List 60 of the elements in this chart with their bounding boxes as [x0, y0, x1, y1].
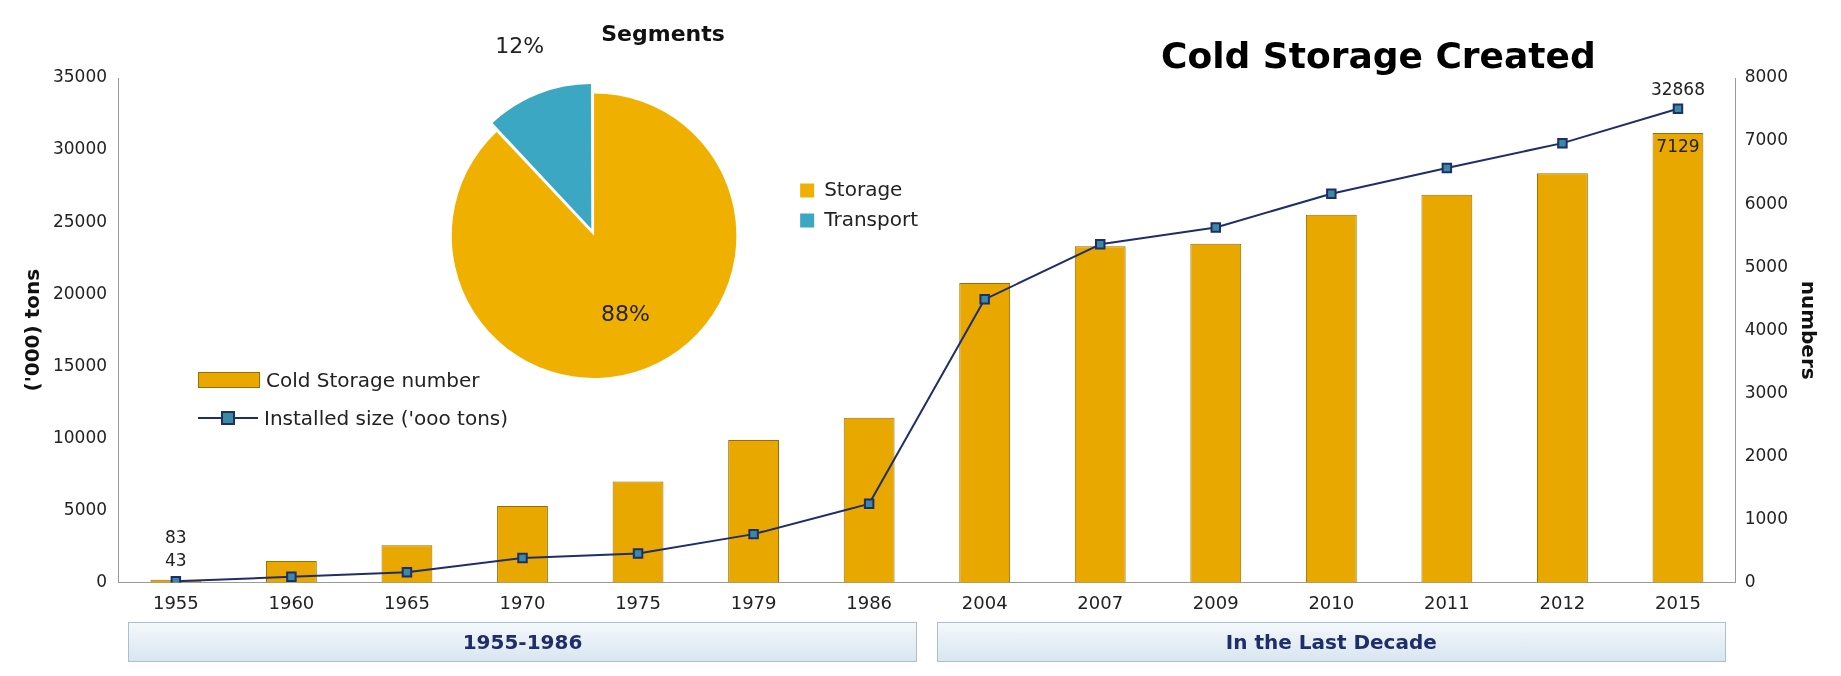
x-tick-label: 2007 [1077, 591, 1124, 613]
data-label: 43 [165, 549, 187, 570]
x-tick-label: 1970 [499, 591, 546, 613]
data-label: 88% [601, 300, 650, 326]
data-label: 83 [165, 527, 187, 548]
data-label: 7129 [1656, 135, 1700, 156]
y2-axis-title: numbers [1796, 280, 1821, 380]
y-tick-label: 20000 [52, 282, 108, 303]
y-tick-label: 30000 [52, 138, 108, 159]
x-tick-label: 2004 [961, 591, 1008, 613]
point [1557, 137, 1568, 149]
y-tick-label: 5000 [63, 498, 108, 519]
point [979, 294, 990, 305]
point [1210, 222, 1222, 233]
x-tick-label: 1986 [846, 591, 893, 613]
legend-label: Storage [824, 176, 903, 201]
y-tick-label: 35000 [52, 66, 108, 87]
chart-title: Cold Storage Created [1161, 35, 1596, 76]
x-tick-label: 2011 [1423, 591, 1470, 613]
data-label: 32868 [1650, 78, 1706, 99]
x-tick-label: 1955 [152, 591, 199, 613]
x-tick-label: 1979 [730, 591, 777, 613]
y2-tick-label: 0 [1744, 570, 1756, 591]
point [1094, 239, 1106, 250]
legend-label: Cold Storage number [266, 368, 480, 392]
text: 1955-1986 [128, 622, 917, 662]
point [748, 528, 759, 540]
point [517, 552, 528, 564]
chart-title: Segments [601, 20, 725, 46]
data-label: 12% [495, 33, 545, 59]
x-tick-label: 1960 [268, 591, 315, 613]
y2-tick-label: 4000 [1744, 318, 1788, 339]
point [863, 498, 875, 510]
legend-label: Transport [823, 206, 919, 231]
y2-tick-label: 8000 [1744, 66, 1788, 87]
x-tick-label: 2010 [1308, 591, 1355, 613]
y-axis-title: ('000) tons [20, 268, 45, 392]
y-tick-label: 25000 [52, 210, 108, 231]
point [632, 548, 644, 559]
x-tick-label: 1975 [615, 591, 661, 613]
text: In the Last Decade [936, 622, 1726, 662]
y2-tick-label: 5000 [1744, 255, 1788, 276]
point [401, 567, 413, 578]
point [1326, 188, 1337, 199]
point [1672, 103, 1684, 114]
legend-label: Installed size ('ooo tons) [264, 406, 509, 430]
y2-tick-label: 1000 [1744, 507, 1788, 528]
x-tick-label: 2009 [1192, 591, 1239, 613]
point [286, 571, 297, 583]
y2-tick-label: 7000 [1744, 129, 1788, 150]
x-tick-label: 2012 [1539, 591, 1586, 613]
y2-tick-label: 2000 [1744, 444, 1788, 465]
x-tick-label: 1965 [384, 591, 430, 613]
y2-tick-label: 3000 [1744, 381, 1788, 402]
y-tick-label: 15000 [52, 354, 108, 375]
y-tick-label: 0 [96, 570, 108, 591]
x-tick-label: 2015 [1655, 591, 1701, 613]
point [1441, 162, 1453, 174]
y-tick-label: 10000 [52, 426, 108, 447]
y2-tick-label: 6000 [1744, 192, 1788, 213]
